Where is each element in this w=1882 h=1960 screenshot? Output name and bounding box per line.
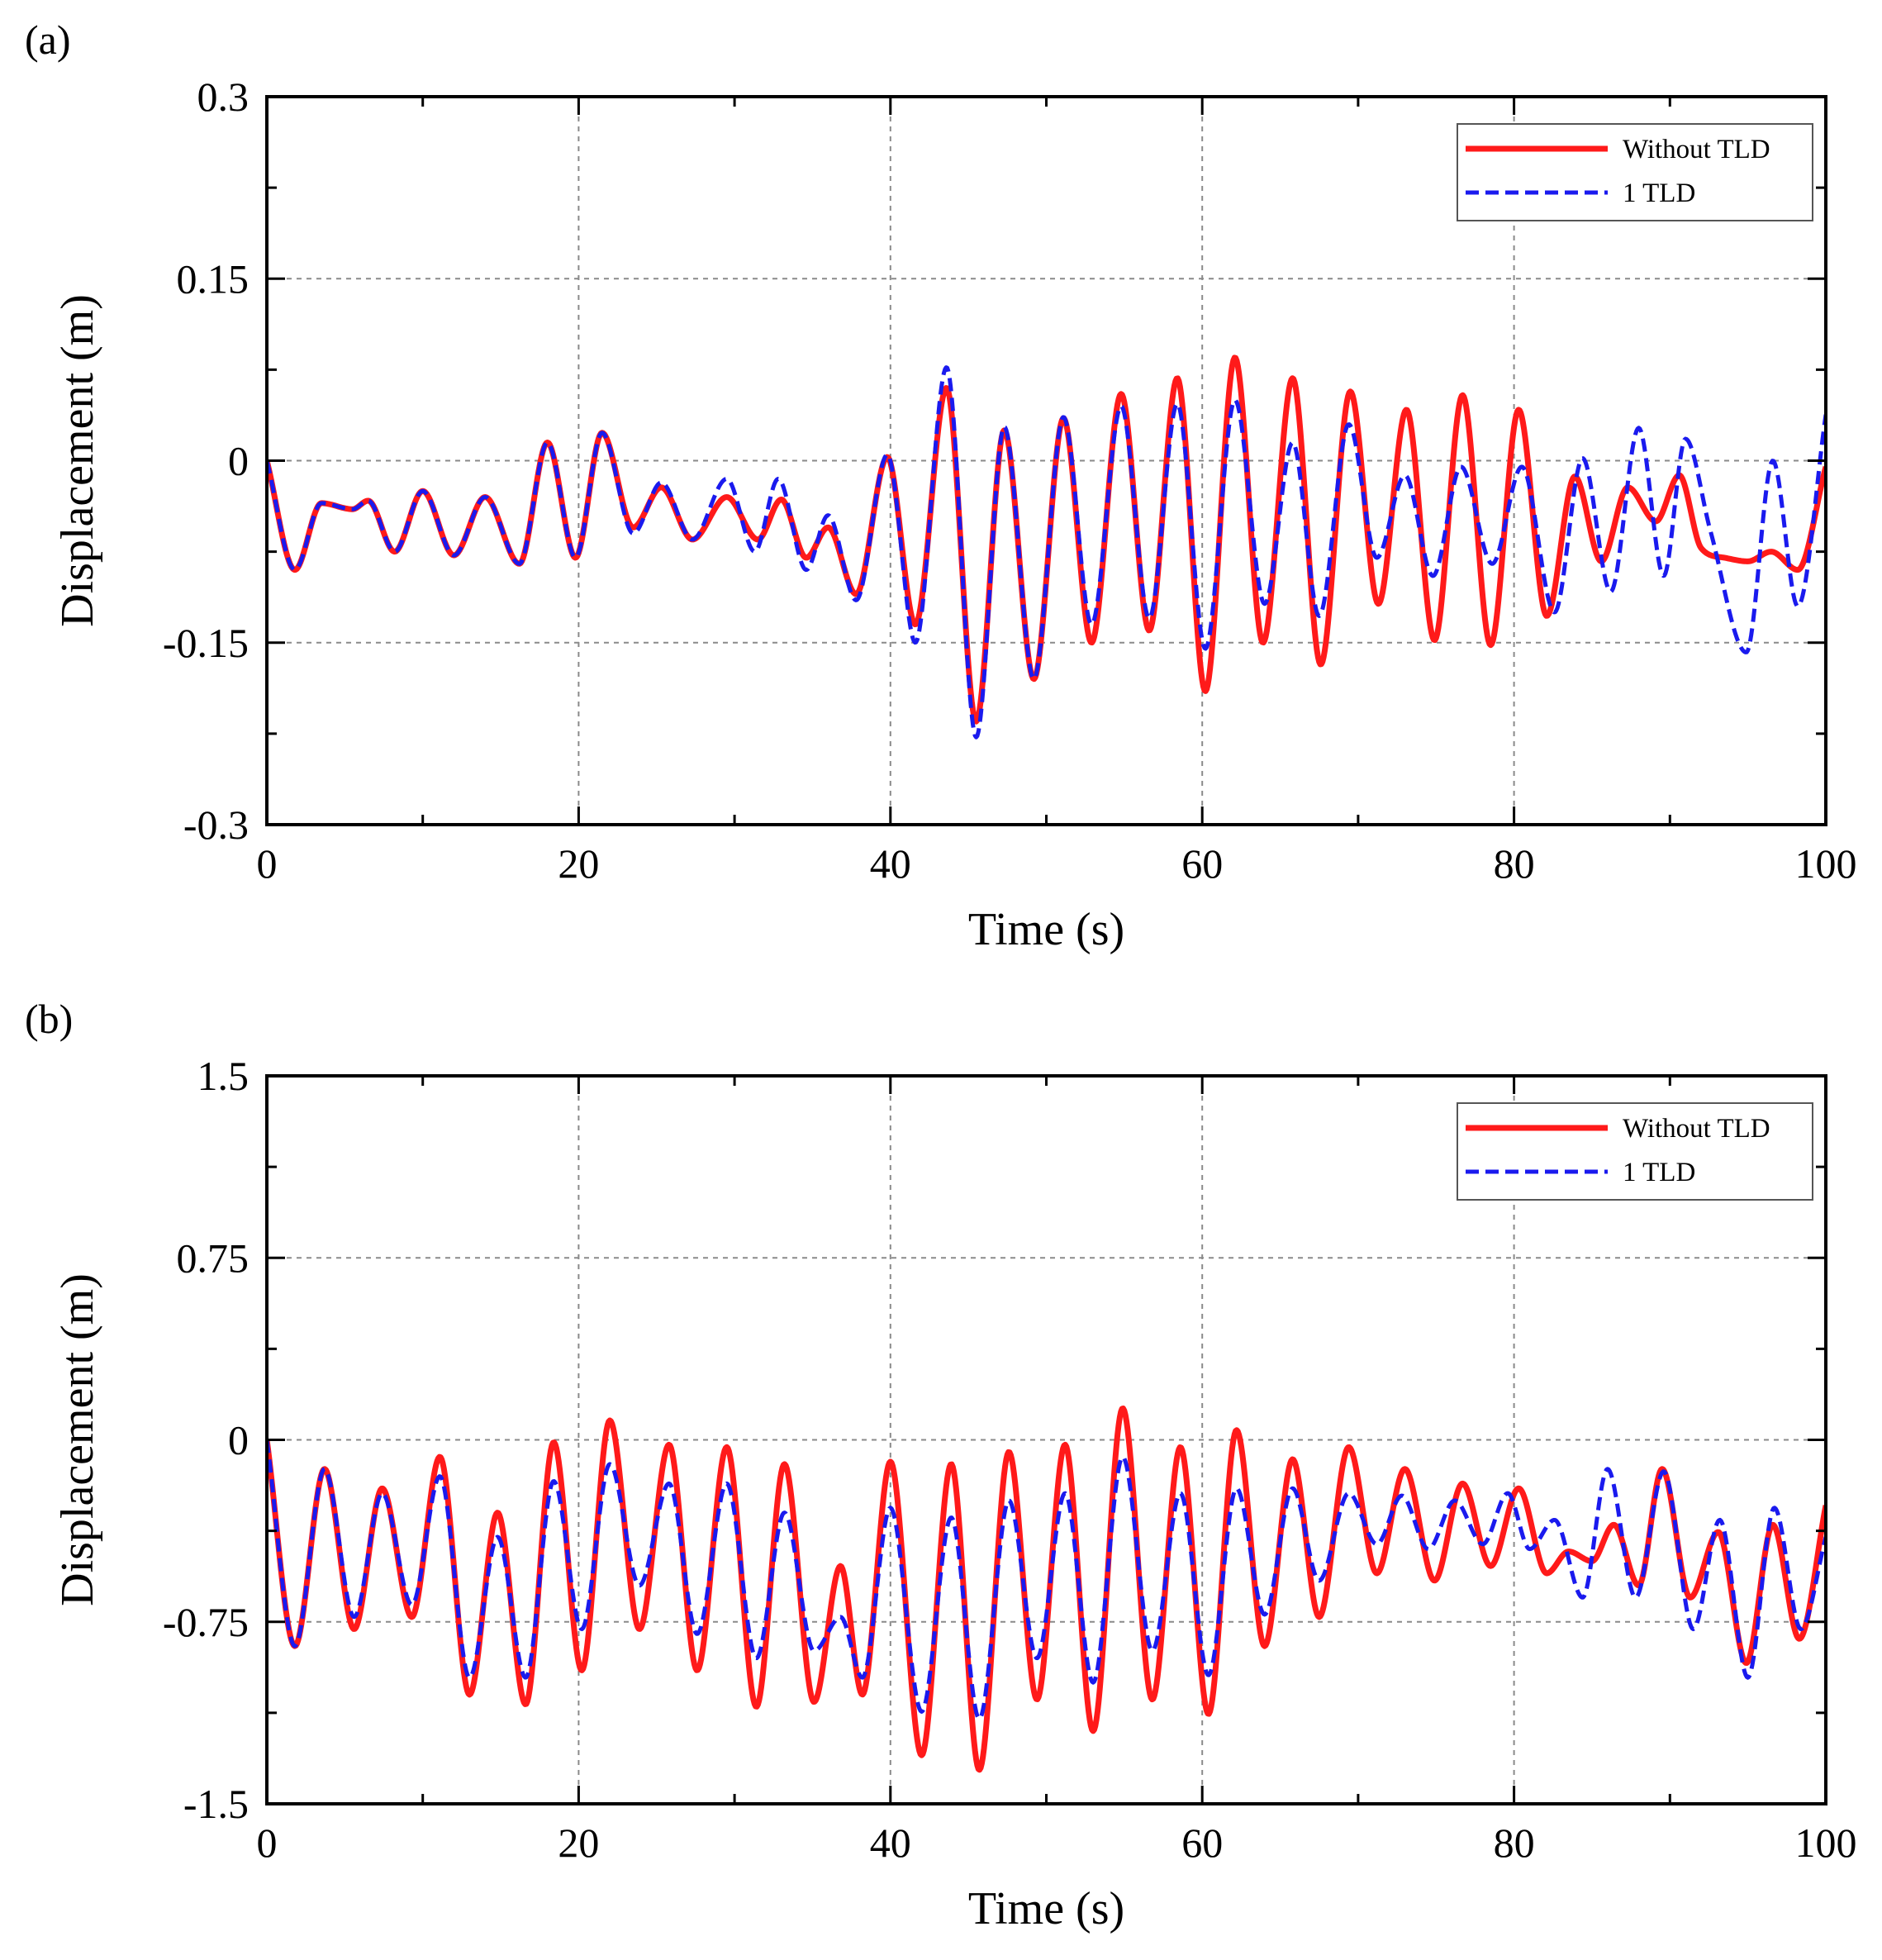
x-tick-label: 100 (1795, 1820, 1857, 1866)
legend-box (1457, 1102, 1813, 1201)
y-tick-label: -0.3 (183, 802, 249, 848)
y-tick-label: 0.3 (197, 74, 250, 120)
y-tick-label: -1.5 (183, 1781, 249, 1827)
x-tick-label: 80 (1494, 840, 1535, 887)
y-tick-label: 0.15 (177, 255, 250, 302)
y-tick-label: 1.5 (197, 1053, 250, 1099)
legend-label: Without TLD (1623, 135, 1770, 164)
series-line-1-tld (267, 1439, 1826, 1721)
y-tick-label: 0 (228, 1417, 249, 1463)
legend-label: 1 TLD (1623, 178, 1695, 208)
chart-panel-a: (a) 0 20 40 60 80 100 0.3 0.15 0 -0.15 -0.3 Time (s)… (25, 17, 1857, 955)
series-line-without-tld (267, 1406, 1826, 1773)
y-tick-label: 0.75 (177, 1235, 250, 1281)
series-line-1-tld (267, 365, 1826, 740)
x-tick-label: 60 (1181, 1820, 1223, 1866)
y-tick-label: -0.75 (163, 1599, 249, 1645)
x-tick-label: 20 (558, 1820, 599, 1866)
x-axis-title: Time (s) (968, 1883, 1124, 1934)
x-tick-label: 0 (257, 1820, 278, 1866)
y-tick-label: -0.15 (163, 620, 249, 666)
legend: Without TLD 1 TLD (1457, 123, 1813, 221)
legend-label: Without TLD (1623, 1114, 1770, 1144)
y-tick-label: 0 (228, 438, 249, 484)
y-axis-title: Displacement (m) (52, 1273, 103, 1606)
legend: Without TLD 1 TLD (1457, 1102, 1813, 1201)
legend-label: 1 TLD (1623, 1158, 1695, 1187)
x-tick-label: 100 (1795, 840, 1857, 887)
x-tick-label: 0 (257, 840, 278, 887)
x-tick-label: 60 (1181, 840, 1223, 887)
x-axis-title: Time (s) (968, 904, 1124, 955)
legend-box (1457, 123, 1813, 221)
x-tick-label: 40 (870, 1820, 911, 1866)
chart-panel-b: (b) 0 20 40 60 80 100 1.5 0.75 0 -0.75 -1.5 Time (s)… (25, 996, 1857, 1934)
x-tick-label: 80 (1494, 1820, 1535, 1866)
panel-label: (b) (25, 996, 73, 1042)
x-tick-label: 40 (870, 840, 911, 887)
x-tick-label: 20 (558, 840, 599, 887)
y-axis-title: Displacement (m) (52, 294, 103, 627)
series-line-without-tld (267, 354, 1826, 725)
panel-label: (a) (25, 17, 71, 63)
